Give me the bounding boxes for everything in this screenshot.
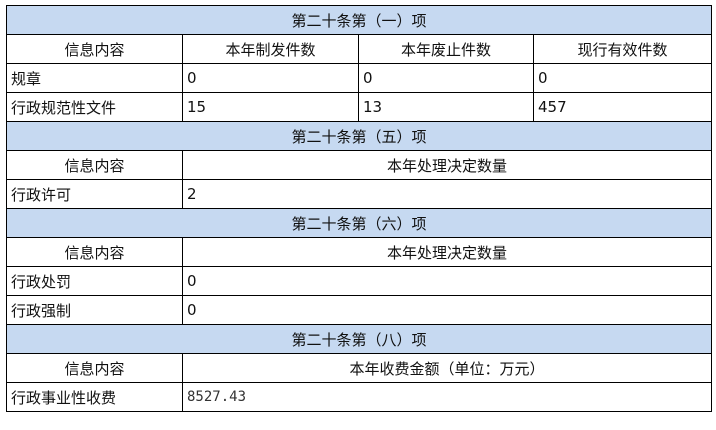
row-label: 行政规范性文件 [6,92,183,122]
column-header: 本年收费金额（单位：万元） [181,353,713,383]
section-header-row: 第二十条第（五）项 [5,121,713,151]
section-title: 第二十条第（六）项 [5,208,713,238]
column-header: 本年处理决定数量 [181,237,713,267]
column-header-row: 信息内容 本年处理决定数量 [6,237,713,267]
table-row: 行政规范性文件 15 13 457 [6,92,713,122]
column-header: 本年废止件数 [358,34,534,64]
column-header: 信息内容 [6,237,183,267]
column-header: 现行有效件数 [532,34,713,64]
column-header-row: 信息内容 本年收费金额（单位：万元） [6,353,713,383]
row-label: 行政事业性收费 [6,382,183,412]
section-header-row: 第二十条第（八）项 [5,324,713,354]
section-title: 第二十条第（一）项 [5,5,713,35]
column-header: 本年制发件数 [182,34,359,64]
row-label: 规章 [6,63,183,93]
disclosure-table: 第二十条第（一）项 信息内容 本年制发件数 本年废止件数 现行有效件数 规章 0 0 0 行政规范… [5,5,713,412]
row-label: 行政处罚 [6,266,183,296]
section-title: 第二十条第（五）项 [5,121,713,151]
cell-value: 457 [532,92,713,122]
cell-value: 15 [182,92,359,122]
row-label: 行政强制 [6,295,183,325]
column-header: 信息内容 [6,150,183,180]
section-header-row: 第二十条第（一）项 [5,5,713,35]
table-row: 规章 0 0 0 [6,63,713,93]
table-row: 行政处罚 0 [6,266,713,296]
cell-value: 0 [181,295,713,325]
cell-value: 0 [182,63,359,93]
cell-value: 13 [358,92,534,122]
section-header-row: 第二十条第（六）项 [5,208,713,238]
cell-value: 8527.43 [181,382,713,412]
column-header: 信息内容 [6,353,183,383]
cell-value: 2 [181,179,713,209]
column-header: 信息内容 [6,34,183,64]
cell-value: 0 [532,63,713,93]
table-row: 行政强制 0 [6,295,713,325]
column-header: 本年处理决定数量 [181,150,713,180]
column-header-row: 信息内容 本年处理决定数量 [6,150,713,180]
cell-value: 0 [358,63,534,93]
table-row: 行政事业性收费 8527.43 [6,382,713,412]
cell-value: 0 [181,266,713,296]
column-header-row: 信息内容 本年制发件数 本年废止件数 现行有效件数 [6,34,713,64]
row-label: 行政许可 [6,179,183,209]
section-title: 第二十条第（八）项 [5,324,713,354]
table-row: 行政许可 2 [6,179,713,209]
